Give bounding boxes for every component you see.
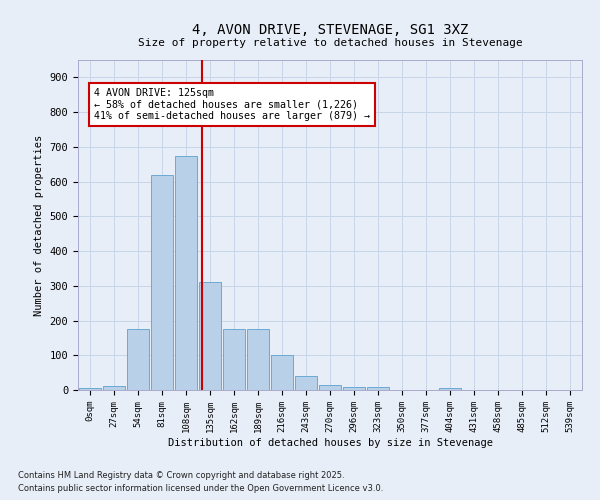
Bar [439, 388, 461, 390]
Text: 4, AVON DRIVE, STEVENAGE, SG1 3XZ: 4, AVON DRIVE, STEVENAGE, SG1 3XZ [192, 22, 468, 36]
Bar [343, 386, 365, 390]
Bar [271, 356, 293, 390]
Bar [223, 329, 245, 390]
Bar [151, 174, 173, 390]
Text: Contains HM Land Registry data © Crown copyright and database right 2025.: Contains HM Land Registry data © Crown c… [18, 470, 344, 480]
Y-axis label: Number of detached properties: Number of detached properties [34, 134, 44, 316]
Text: Size of property relative to detached houses in Stevenage: Size of property relative to detached ho… [137, 38, 523, 48]
Bar [79, 388, 101, 390]
Bar [199, 282, 221, 390]
Bar [295, 376, 317, 390]
Text: Contains public sector information licensed under the Open Government Licence v3: Contains public sector information licen… [18, 484, 383, 493]
Bar [367, 386, 389, 390]
Bar [247, 329, 269, 390]
Bar [127, 329, 149, 390]
Bar [319, 385, 341, 390]
X-axis label: Distribution of detached houses by size in Stevenage: Distribution of detached houses by size … [167, 438, 493, 448]
Bar [103, 386, 125, 390]
Text: 4 AVON DRIVE: 125sqm
← 58% of detached houses are smaller (1,226)
41% of semi-de: 4 AVON DRIVE: 125sqm ← 58% of detached h… [94, 88, 370, 121]
Bar [175, 156, 197, 390]
